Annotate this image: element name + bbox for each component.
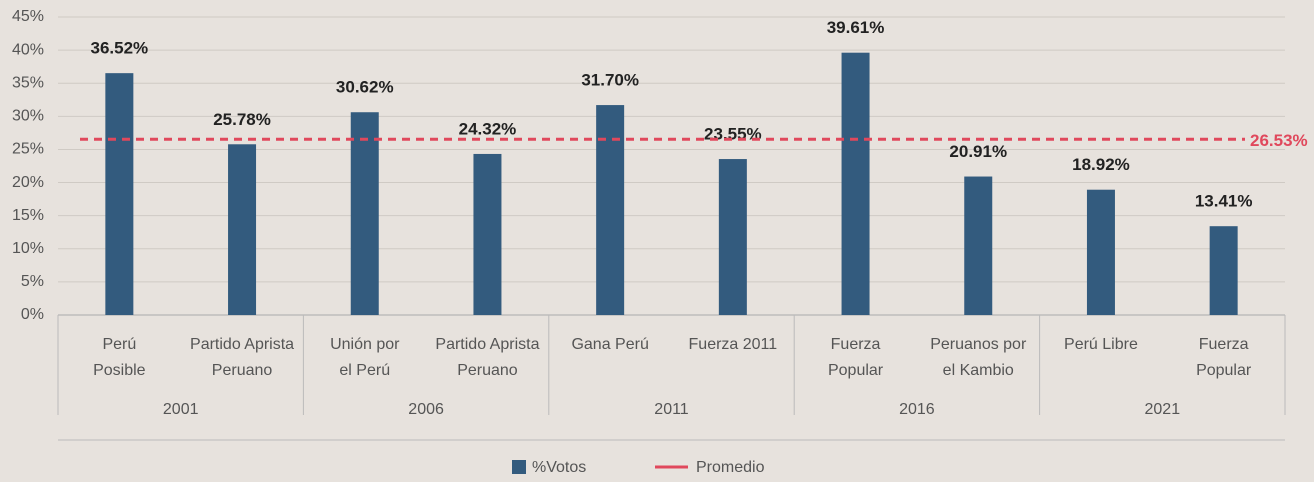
average-label: 26.53% xyxy=(1250,131,1308,150)
legend-label: Promedio xyxy=(696,459,765,476)
bar xyxy=(1209,226,1238,315)
bar xyxy=(473,153,502,315)
bar xyxy=(964,176,993,315)
legend-label: %Votos xyxy=(532,459,586,476)
group-label: 2016 xyxy=(899,401,935,418)
x-tick-label: Fuerza 2011 xyxy=(689,336,778,353)
x-tick-label: Partido Aprista Peruano xyxy=(190,336,294,379)
value-label: 23.55% xyxy=(704,125,762,144)
bar xyxy=(1086,189,1115,315)
bar xyxy=(105,73,134,316)
value-label: 20.91% xyxy=(949,142,1007,161)
group-label: 2006 xyxy=(408,401,444,418)
x-tick-label: Perú Libre xyxy=(1064,336,1138,353)
group-label: 2021 xyxy=(1145,401,1181,418)
bar xyxy=(228,144,257,315)
value-label: 39.61% xyxy=(827,18,885,37)
x-tick-label: Fuerza Popular xyxy=(1196,336,1252,379)
y-tick-label: 45% xyxy=(12,8,44,25)
value-label: 13.41% xyxy=(1195,192,1253,211)
y-tick-label: 35% xyxy=(12,74,44,91)
x-tick-label: Peruanos por el Kambio xyxy=(930,336,1027,379)
x-tick-label: Unión por el Perú xyxy=(330,336,400,379)
x-tick-label: Partido Aprista Peruano xyxy=(435,336,539,379)
y-tick-label: 30% xyxy=(12,108,44,125)
y-tick-label: 25% xyxy=(12,141,44,158)
value-label: 25.78% xyxy=(213,110,271,129)
y-tick-label: 40% xyxy=(12,41,44,58)
bar xyxy=(350,112,379,315)
y-tick-label: 20% xyxy=(12,174,44,191)
group-label: 2011 xyxy=(654,401,689,418)
value-label: 31.70% xyxy=(581,71,639,90)
y-tick-label: 0% xyxy=(21,306,44,323)
bar xyxy=(596,105,625,315)
y-tick-label: 5% xyxy=(21,273,44,290)
group-label: 2001 xyxy=(163,401,199,418)
x-tick-label: Gana Perú xyxy=(571,336,648,353)
y-tick-label: 15% xyxy=(12,207,44,224)
bar xyxy=(718,159,747,315)
value-label: 36.52% xyxy=(91,39,149,58)
x-tick-label: Perú Posible xyxy=(93,336,146,379)
x-tick-label: Fuerza Popular xyxy=(828,336,884,379)
value-label: 18.92% xyxy=(1072,155,1130,174)
bar xyxy=(841,52,870,315)
y-tick-label: 10% xyxy=(12,240,44,257)
legend-swatch xyxy=(512,460,526,474)
value-label: 30.62% xyxy=(336,78,394,97)
value-label: 24.32% xyxy=(459,119,517,138)
